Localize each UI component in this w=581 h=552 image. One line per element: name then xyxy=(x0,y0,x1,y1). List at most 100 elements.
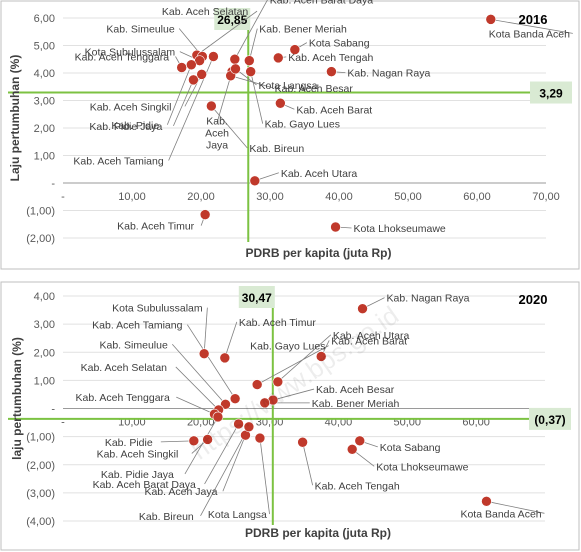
leader-line xyxy=(230,75,273,89)
leader-line xyxy=(176,396,215,415)
data-point xyxy=(346,443,358,455)
leader-line xyxy=(166,64,192,125)
data-label: Kab. Aceh Besar xyxy=(316,384,395,396)
leader-line xyxy=(272,388,315,401)
y-tick-label: - xyxy=(51,404,55,416)
point-labels: Kota Banda Aceh Kab. Aceh Selatan Kab. Sim… xyxy=(73,0,570,235)
data-label: Kab. Aceh Tamiang xyxy=(92,320,182,332)
leader-line xyxy=(172,344,226,405)
data-label: Kab. Aceh Barat xyxy=(296,104,372,116)
data-point xyxy=(188,74,199,86)
data-label-line: Kab. xyxy=(206,116,228,128)
x-tick-label: 60,00 xyxy=(463,191,491,203)
data-label: Kab. Simeulue xyxy=(106,24,174,36)
data-label: Kab. Aceh Utara xyxy=(333,330,410,342)
data-label-line: Aceh xyxy=(205,128,229,140)
chart-frame-2020 xyxy=(0,281,580,551)
data-point xyxy=(485,14,497,25)
reference-y-label: 3,29 xyxy=(539,87,563,101)
y-axis-label: Laju pertumbuhan (%) xyxy=(8,55,22,182)
point-labels: Kab. Nagan Raya Kota Subulussalam Kab. Ace… xyxy=(75,293,541,523)
data-label: Kab. Aceh Besar xyxy=(275,83,354,95)
data-label: Kab. Aceh Barat Daya xyxy=(270,0,373,6)
y-tick-label: 6,00 xyxy=(34,13,55,25)
data-point xyxy=(330,221,341,233)
data-point xyxy=(230,63,241,75)
data-points xyxy=(188,303,492,507)
x-tick-label: 70,00 xyxy=(532,191,560,203)
data-point xyxy=(272,52,284,64)
data-point xyxy=(188,435,200,447)
data-label: Kab. Aceh Timur xyxy=(117,221,195,233)
leader-line xyxy=(234,0,268,60)
data-point xyxy=(206,100,217,112)
data-point xyxy=(199,209,211,220)
reference-y-box xyxy=(530,81,572,104)
data-label: Kab. Simeulue xyxy=(100,339,168,351)
data-label: Kab. Aceh Tengah xyxy=(315,480,400,492)
data-point xyxy=(233,418,244,430)
tick-labels: (2,00)(1,00)-1,002,003,004,005,006,00- 10… xyxy=(26,13,560,245)
data-label: Kab. Pidie xyxy=(105,437,153,449)
data-label: Kab. Aceh Tengah xyxy=(288,52,373,64)
data-point xyxy=(357,303,368,314)
data-point xyxy=(354,435,366,447)
data-label: Kota Langsa xyxy=(259,80,318,92)
data-label: Kota Banda Aceh xyxy=(460,508,541,520)
data-label: Kota Langsa xyxy=(208,509,267,521)
leader-line xyxy=(196,10,258,56)
leader-line xyxy=(486,500,545,514)
y-tick-label: (2,00) xyxy=(26,233,55,245)
y-tick-label: 2,00 xyxy=(34,123,55,135)
y-axis-label: laju pertumbuhan (%) xyxy=(10,337,24,460)
data-label: Kota Lhokseumawe xyxy=(376,461,468,473)
x-tick-label: - xyxy=(61,417,65,429)
leader-line xyxy=(173,79,194,127)
data-label: Kab. Bireun xyxy=(249,143,304,155)
leader-line xyxy=(256,345,329,385)
data-label-line: Jaya xyxy=(206,140,228,152)
data-point xyxy=(272,376,284,388)
reference-x-label: 30,47 xyxy=(242,291,272,305)
y-tick-label: 4,00 xyxy=(34,291,55,303)
leader-line xyxy=(250,71,264,124)
data-point xyxy=(249,175,261,187)
data-label: Kab. Bener Meriah xyxy=(312,398,400,410)
leader-line xyxy=(248,28,258,61)
reference-lines: 30,47 (0,37) xyxy=(8,286,571,525)
chart-2016: (2,00)(1,00)-1,002,003,004,005,006,00- 10… xyxy=(8,0,573,260)
leader-line xyxy=(211,105,248,149)
leader-line xyxy=(222,435,246,492)
data-point xyxy=(251,379,263,390)
chart-2020: (4,00)(3,00)(2,00)(1,00)-1,002,003,004,0… xyxy=(8,286,571,540)
data-label: Kota Sabang xyxy=(309,38,370,50)
data-point xyxy=(297,436,308,448)
leader-line xyxy=(259,437,270,515)
data-point xyxy=(243,421,255,433)
leader-line xyxy=(302,442,314,486)
leader-line xyxy=(203,307,208,354)
chart-frame-2016 xyxy=(0,0,580,270)
data-point xyxy=(229,53,241,65)
x-axis-label: PDRB per kapita (juta Rp) xyxy=(245,526,391,540)
leader-lines xyxy=(160,297,545,516)
data-label: Kab. Gayo Lues xyxy=(265,119,340,131)
data-label: Kab. Nagan Raya xyxy=(347,68,430,80)
leader-lines xyxy=(166,0,573,229)
reference-x-box xyxy=(214,8,251,30)
data-point xyxy=(244,55,255,66)
leader-line xyxy=(184,74,203,107)
data-label: Kota Sabang xyxy=(380,442,441,454)
data-point xyxy=(326,66,337,77)
data-label: Kab. Aceh Selatan xyxy=(162,6,249,18)
leader-line xyxy=(490,18,573,34)
y-tick-label: 3,00 xyxy=(34,96,55,108)
data-label: Kab. Aceh Selatan xyxy=(81,362,168,374)
data-label: Kab. Bireun xyxy=(139,511,194,523)
leader-line xyxy=(224,321,238,359)
data-label: Kota Subulussalam xyxy=(85,47,176,59)
data-label: Kota Lhokseumawe xyxy=(354,223,446,235)
data-label: Kab. Aceh Jaya xyxy=(144,486,217,498)
y-tick-label: 3,00 xyxy=(34,319,55,331)
data-point xyxy=(208,51,219,62)
